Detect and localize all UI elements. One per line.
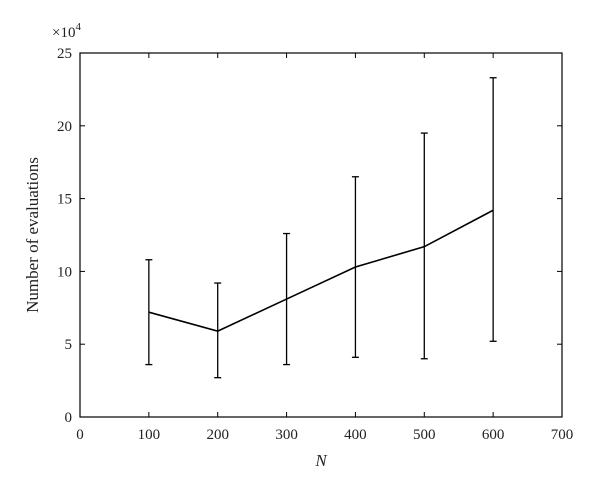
y-tick-label: 0 — [65, 410, 73, 426]
y-tick-label: 20 — [57, 119, 72, 135]
x-tick-label: 200 — [206, 427, 229, 443]
x-tick-label: 600 — [482, 427, 505, 443]
plot-frame — [79, 52, 563, 418]
y-axis-multiplier: ×104 — [52, 21, 81, 41]
y-tick-label: 25 — [57, 46, 72, 62]
error-bars — [145, 77, 497, 379]
y-tick-label: 5 — [65, 337, 73, 353]
y-tick-label: 10 — [57, 264, 72, 280]
x-axis-label: N — [314, 451, 328, 470]
x-tick-label: 0 — [76, 427, 84, 443]
ticks — [79, 52, 563, 418]
x-tick-label: 400 — [344, 427, 367, 443]
tick-labels: 0 100 200 300 400 500 600 700 0 5 10 15 20 25 — [57, 46, 573, 443]
y-axis-label: Number of evaluations — [23, 157, 42, 313]
x-tick-label: 500 — [413, 427, 436, 443]
series — [148, 209, 494, 332]
x-tick-label: 700 — [551, 427, 574, 443]
x-tick-label: 300 — [275, 427, 298, 443]
series-line — [148, 209, 494, 332]
y-tick-label: 15 — [57, 192, 72, 208]
x-tick-label: 100 — [138, 427, 161, 443]
